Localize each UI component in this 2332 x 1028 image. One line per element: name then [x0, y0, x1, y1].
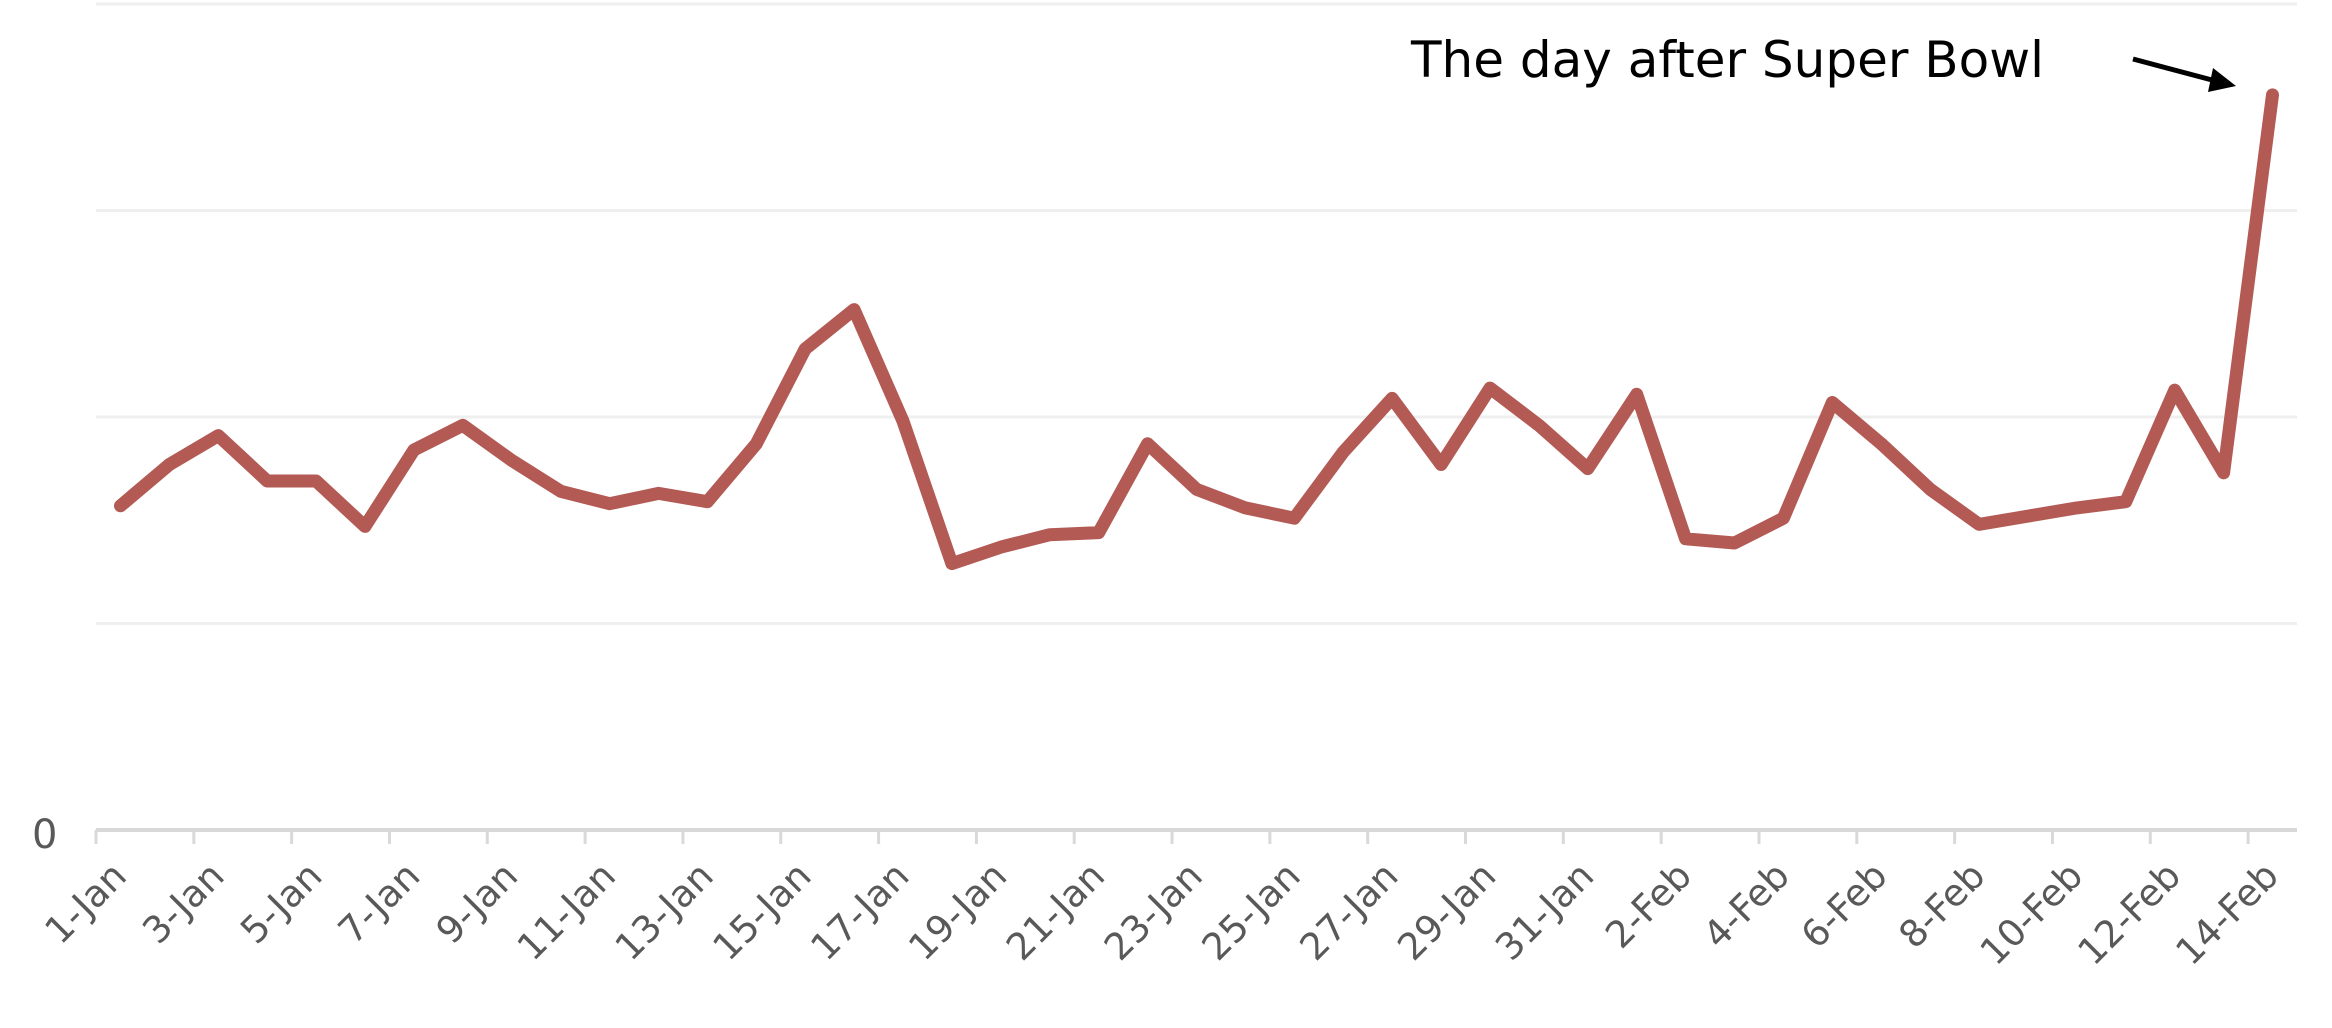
x-tick-label: 1-Jan	[37, 854, 135, 952]
gridlines	[96, 2, 2297, 625]
x-tick-label: 6-Feb	[1793, 854, 1896, 957]
x-tick-label: 7-Jan	[330, 854, 428, 952]
x-tick-label: 5-Jan	[232, 854, 330, 952]
annotation-text: The day after Super Bowl	[1410, 31, 2044, 89]
x-tick-label: 11-Jan	[509, 854, 624, 969]
x-tick-label: 31-Jan	[1487, 854, 1602, 969]
x-tick-label: 13-Jan	[607, 854, 722, 969]
x-tick-label: 27-Jan	[1292, 854, 1407, 969]
x-tick-label: 29-Jan	[1389, 854, 1504, 969]
x-tick-label: 19-Jan	[900, 854, 1015, 969]
annotation-super-bowl: The day after Super Bowl	[1410, 31, 2236, 92]
x-tick-label: 17-Jan	[802, 854, 917, 969]
y-axis: 0	[32, 812, 57, 858]
x-axis: 1-Jan 3-Jan 5-Jan 7-Jan 9-Jan11-Jan13-Jan15-…	[37, 828, 2297, 973]
x-tick-label: 2-Feb	[1597, 854, 1700, 957]
x-tick-label: 3-Jan	[134, 854, 232, 952]
x-tick-label: 21-Jan	[998, 854, 1113, 969]
series-line	[114, 88, 2279, 571]
x-tick-label: 15-Jan	[705, 854, 820, 969]
x-tick-label: 10-Feb	[1972, 854, 2091, 973]
x-tick-label: 23-Jan	[1096, 854, 1211, 969]
x-tick-label: 4-Feb	[1695, 854, 1798, 957]
x-tick-label: 14-Feb	[2167, 854, 2286, 973]
x-tick-label: 12-Feb	[2070, 854, 2189, 973]
arrow-icon	[2132, 56, 2236, 92]
x-tick-label: 25-Jan	[1194, 854, 1309, 969]
y-axis-label-zero: 0	[32, 812, 57, 858]
series-daily-value	[114, 88, 2279, 571]
